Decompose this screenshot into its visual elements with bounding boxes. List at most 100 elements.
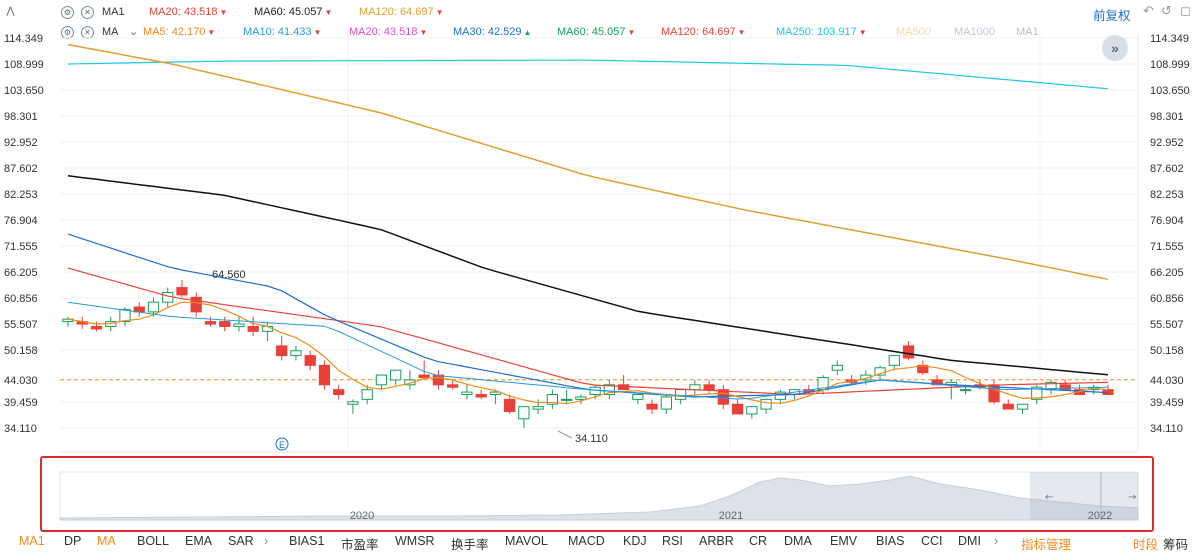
- y-tick-label-left: 71.555: [4, 241, 38, 253]
- legend-item-ma250[interactable]: MA250: 103.917 ▼: [776, 26, 867, 38]
- event-marker-icon[interactable]: [275, 437, 289, 451]
- toolbar-item-21[interactable]: DMI: [958, 534, 981, 548]
- ma120-line: [67, 43, 1109, 281]
- navigator-window[interactable]: [1030, 472, 1138, 520]
- candle: [489, 391, 502, 396]
- chevron-right-icon[interactable]: ›: [994, 534, 999, 548]
- y-tick-label-right: 44.030: [1150, 375, 1184, 387]
- navigator-year-label: 2020: [350, 510, 374, 522]
- candle: [304, 355, 316, 366]
- toolbar-item-18[interactable]: EMV: [830, 534, 858, 548]
- triangle-down-icon: ▼: [419, 28, 428, 37]
- toolbar-item-1[interactable]: DP: [64, 534, 82, 548]
- toolbar-item-20[interactable]: CCI: [921, 534, 943, 548]
- candle: [90, 325, 103, 330]
- toolbar-item-11[interactable]: MAVOL: [505, 534, 548, 548]
- toolbar-item-13[interactable]: KDJ: [623, 534, 647, 548]
- candle: [902, 345, 915, 359]
- collapse-icon[interactable]: ⋀: [6, 6, 15, 17]
- toolbar-item-9[interactable]: WMSR: [395, 534, 435, 548]
- adjust-mode-button[interactable]: 前复权: [1093, 9, 1131, 23]
- restore-icon[interactable]: ↺: [1161, 3, 1172, 18]
- legend-item-ma60[interactable]: MA60: 45.057 ▼: [557, 26, 636, 38]
- legend-item-ma120[interactable]: MA120: 64.697 ▼: [661, 26, 746, 38]
- chevron-down-icon[interactable]: ⌄: [129, 26, 139, 38]
- y-tick-label-right: 82.253: [1150, 189, 1184, 201]
- toolbar-item-4[interactable]: EMA: [185, 534, 213, 548]
- navigator-right-arrow-icon[interactable]: →: [1128, 492, 1136, 503]
- y-tick-label-right: 34.110: [1150, 423, 1183, 435]
- legend-row1-name: MA1: [102, 6, 125, 18]
- toolbar-item-3[interactable]: BOLL: [137, 534, 169, 548]
- toolbar-item-12[interactable]: MACD: [568, 534, 605, 548]
- legend-item-ma1[interactable]: MA1: [1016, 26, 1039, 38]
- candle: [219, 321, 231, 327]
- close-icon[interactable]: ✕: [81, 6, 94, 19]
- undo-icon[interactable]: ↶: [1143, 3, 1154, 18]
- y-tick-label-right: 92.952: [1150, 137, 1184, 149]
- candle: [888, 355, 900, 366]
- candle: [147, 301, 160, 313]
- y-tick-label-right: 71.555: [1150, 241, 1184, 253]
- toolbar-item-14[interactable]: RSI: [662, 534, 683, 548]
- legend-item-ma120[interactable]: MA120: 64.697 ▼: [359, 6, 444, 18]
- toolbar-item-19[interactable]: BIAS: [876, 534, 905, 548]
- gear-icon[interactable]: ⚙: [61, 6, 74, 19]
- toolbar-item-5[interactable]: SAR: [228, 534, 254, 548]
- toolbar-item-17[interactable]: DMA: [784, 534, 812, 548]
- y-tick-label-right: 50.158: [1150, 345, 1184, 357]
- ma250-line: [67, 59, 1109, 90]
- period-button[interactable]: 时段: [1133, 538, 1159, 552]
- y-tick-label-left: 103.650: [4, 85, 44, 97]
- fullscreen-icon[interactable]: ◻: [1180, 3, 1191, 18]
- expand-panel-button[interactable]: »: [1102, 35, 1128, 61]
- event-marker-label: E: [279, 440, 285, 450]
- legend-item-ma5[interactable]: MA5: 42.170 ▼: [143, 26, 216, 38]
- chips-button[interactable]: 筹码: [1163, 538, 1189, 552]
- candle: [418, 374, 430, 378]
- candle: [447, 384, 459, 388]
- legend-item-ma20[interactable]: MA20: 43.518 ▼: [149, 6, 228, 18]
- toolbar-item-0[interactable]: MA1: [19, 534, 45, 548]
- toolbar-item-16[interactable]: CR: [749, 534, 768, 548]
- triangle-down-icon: ▼: [737, 28, 746, 37]
- ma10-line: [67, 233, 1109, 398]
- toolbar-item-2[interactable]: MA: [97, 534, 116, 548]
- candle: [774, 391, 786, 400]
- toolbar-item-8[interactable]: 市盈率: [341, 538, 379, 552]
- candle: [1016, 403, 1029, 410]
- legend-item-ma1000[interactable]: MA1000: [954, 26, 995, 38]
- toolbar-item-7[interactable]: BIAS1: [289, 534, 325, 548]
- navigator-left-arrow-icon[interactable]: ←: [1045, 492, 1053, 503]
- candle: [860, 374, 872, 381]
- navigator[interactable]: ← → 2020 2021 2022: [0, 456, 1198, 532]
- y-tick-label-right: 103.650: [1150, 85, 1190, 97]
- candle: [703, 384, 715, 391]
- legend-item-ma60[interactable]: MA60: 45.057 ▼: [254, 6, 333, 18]
- candle: [390, 369, 402, 381]
- candle: [119, 308, 131, 323]
- triangle-down-icon: ▼: [324, 8, 333, 17]
- legend-item-ma30[interactable]: MA30: 42.529 ▲: [453, 26, 532, 38]
- price-tag-left-bg: [0, 372, 52, 387]
- navigator-highlight: [40, 456, 1154, 532]
- y-tick-label-left: 98.301: [4, 111, 38, 123]
- toolbar-item-23[interactable]: 指标管理: [1021, 538, 1072, 552]
- chevron-right-icon[interactable]: ›: [264, 534, 269, 548]
- legend-item-ma20[interactable]: MA20: 43.518 ▼: [349, 26, 428, 38]
- legend-item-ma10[interactable]: MA10: 41.433 ▼: [243, 26, 322, 38]
- navigator-year-label: 2021: [719, 510, 743, 522]
- kline-chart[interactable]: 114.349 114.349 108.999 108.999 103.650 103.6…: [0, 0, 1198, 456]
- toolbar-item-15[interactable]: ARBR: [699, 534, 734, 548]
- candle: [546, 394, 559, 405]
- candle: [504, 398, 516, 413]
- current-price-tag-left: 44.030: [4, 375, 38, 387]
- indicator-toolbar: MA1 DP MA BOLL EMA SAR › BIAS1 市盈率 WMSR 换手率 MAVOL MA…: [0, 532, 1198, 552]
- candle: [660, 396, 672, 410]
- candle: [731, 403, 744, 415]
- low-annotation-leader: [557, 430, 573, 439]
- toolbar-item-10[interactable]: 换手率: [451, 538, 489, 552]
- legend-item-ma500[interactable]: MA500: [896, 26, 931, 38]
- candle: [1002, 403, 1014, 410]
- triangle-down-icon: ▼: [219, 8, 228, 17]
